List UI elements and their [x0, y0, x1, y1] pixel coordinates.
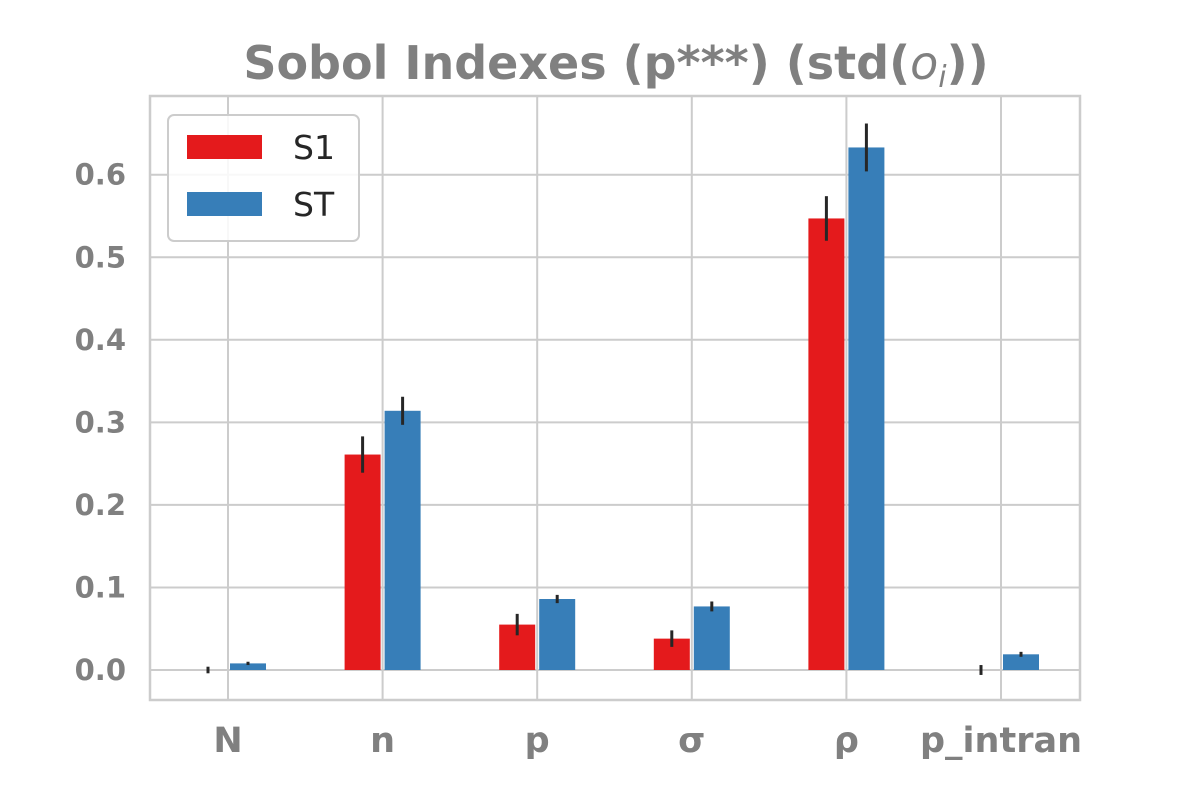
error-bars — [206, 123, 1023, 675]
y-tick-label: 0.2 — [75, 488, 126, 522]
legend-label: S1 — [293, 128, 335, 167]
x-tick-label: p — [525, 721, 550, 761]
x-tick-label: p_intran — [920, 721, 1082, 761]
x-tick-label: N — [213, 721, 242, 761]
bar-st — [384, 410, 421, 670]
bar-s1 — [344, 454, 381, 670]
bar-st — [848, 147, 885, 670]
legend-swatch — [187, 135, 262, 159]
legend-swatch — [187, 192, 262, 216]
y-tick-label: 0.3 — [75, 405, 126, 439]
bar-s1 — [808, 218, 845, 671]
bar-st — [1003, 654, 1039, 670]
x-tick-label: n — [370, 721, 395, 761]
y-tick-label: 0.0 — [75, 653, 126, 687]
x-tick-label: ρ — [834, 721, 859, 761]
y-tick-label: 0.1 — [75, 570, 126, 604]
y-tick-labels: 0.0 0.1 0.2 0.3 0.4 0.5 0.6 — [75, 158, 126, 687]
bar-st — [693, 606, 730, 670]
legend: S1 ST — [167, 114, 360, 242]
grid-lines — [150, 96, 1080, 700]
bars — [190, 147, 1039, 671]
y-tick-label: 0.5 — [75, 240, 126, 274]
bar-st — [539, 599, 576, 670]
bar-st — [230, 663, 266, 670]
chart-title: Sobol Indexes (p***) (std(oi)) — [243, 36, 988, 95]
y-tick-label: 0.4 — [75, 323, 126, 357]
legend-label: ST — [293, 185, 335, 224]
plot-frame — [148, 94, 1082, 702]
x-tick-label: σ — [678, 721, 705, 761]
y-tick-label: 0.6 — [75, 158, 126, 192]
